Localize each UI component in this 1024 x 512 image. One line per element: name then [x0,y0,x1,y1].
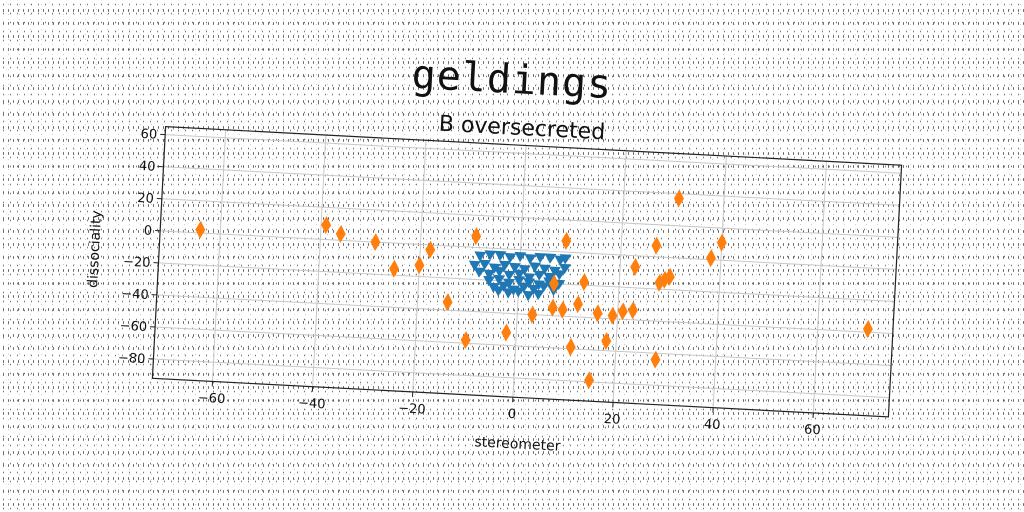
y-gridline [160,231,896,270]
data-series [188,164,880,404]
y-tick-label: 0 [143,223,152,238]
y-tick-label: −20 [123,255,151,271]
data-point-triangle [534,253,547,264]
data-point-diamond [527,305,538,323]
data-point-triangle [484,250,497,261]
y-tick-label: −80 [118,351,146,367]
data-point-diamond [627,301,638,319]
data-point-diamond [425,241,436,259]
data-point-triangle [544,253,557,264]
data-point-diamond [414,256,425,274]
data-point-diamond [565,338,576,356]
data-point-diamond [501,323,512,341]
x-tick-label: 60 [804,422,821,438]
x-gridline [713,156,726,408]
data-point-diamond [651,236,662,254]
data-point-diamond [471,227,482,245]
data-point-diamond [862,320,873,338]
data-point-diamond [547,298,558,316]
data-point-triangle [532,290,545,301]
x-tick-label: 40 [704,417,721,433]
data-point-diamond [705,249,716,267]
x-gridline [613,151,626,403]
data-point-diamond [592,304,603,322]
data-point-diamond [195,220,206,238]
y-gridline [157,295,893,334]
data-point-diamond [607,306,618,324]
plot-frame [152,127,901,417]
data-point-triangle [494,251,507,262]
y-axis-label: dissociality [85,210,105,288]
x-axis-label: stereometer [474,434,561,454]
x-tick-label: −20 [398,401,426,417]
data-point-triangle [522,291,535,302]
y-gridline [153,359,889,398]
y-tick-label: −60 [119,319,147,335]
y-tick-label: −40 [121,287,149,303]
data-point-diamond [716,233,727,251]
x-gridline [212,130,225,382]
x-tick-label: 0 [507,407,516,422]
data-point-diamond [601,332,612,350]
data-point-diamond [370,233,381,251]
y-tick-label: 20 [137,191,154,207]
data-point-diamond [321,216,332,234]
data-point-diamond [579,273,590,291]
data-point-triangle [533,270,546,281]
y-gridline [155,327,891,366]
data-point-diamond [673,189,684,207]
data-point-diamond [573,295,584,313]
x-gridline [813,161,826,413]
data-point-diamond [584,371,595,389]
y-tick-label: 60 [140,127,157,143]
data-point-diamond [630,258,641,276]
x-tick-label: −60 [197,391,225,407]
data-point-diamond [442,293,453,311]
y-tick-label: 40 [139,159,156,175]
data-point-diamond [617,302,628,320]
data-point-diamond [561,232,572,250]
data-point-triangle [514,252,527,263]
x-tick-label: 20 [603,412,620,428]
y-gridline [165,135,901,174]
y-gridline [163,167,899,206]
x-tick-label: −40 [298,396,326,412]
grid [152,127,901,417]
y-gridline [162,199,898,238]
x-gridline [313,135,326,387]
data-point-diamond [460,331,471,349]
